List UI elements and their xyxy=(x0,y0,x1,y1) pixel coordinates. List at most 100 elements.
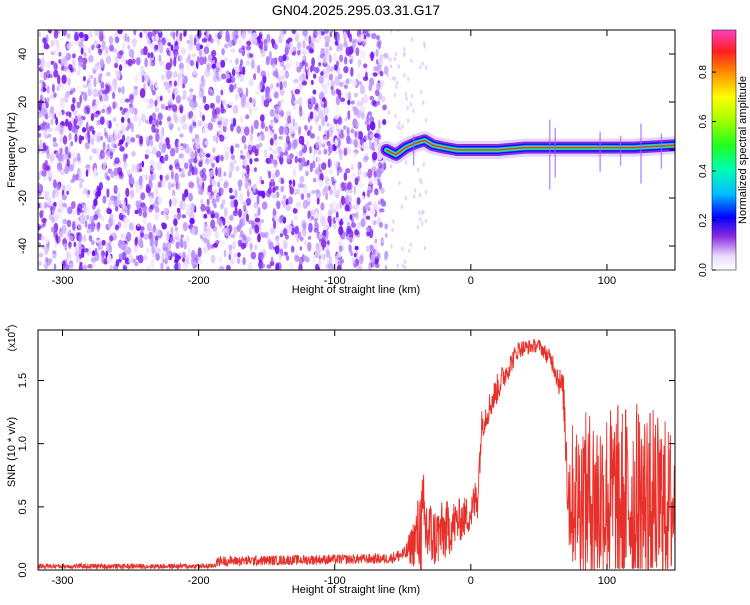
noise-speckle xyxy=(38,152,41,158)
noise-speckle xyxy=(268,170,272,179)
noise-speckle xyxy=(249,194,254,202)
noise-speckle xyxy=(170,170,174,180)
noise-speckle xyxy=(147,52,151,59)
noise-speckle xyxy=(53,69,59,78)
noise-speckle xyxy=(203,46,210,55)
noise-speckle xyxy=(162,157,166,164)
noise-speckle xyxy=(273,214,278,222)
noise-speckle xyxy=(200,199,204,205)
noise-speckle xyxy=(188,125,193,133)
noise-speckle xyxy=(79,94,83,104)
noise-speckle xyxy=(151,112,157,121)
noise-speckle xyxy=(389,30,393,33)
noise-speckle xyxy=(95,191,99,200)
noise-speckle xyxy=(158,30,162,33)
noise-speckle xyxy=(389,64,393,69)
noise-speckle xyxy=(220,59,226,68)
noise-speckle xyxy=(50,118,54,126)
noise-speckle xyxy=(407,76,410,82)
noise-speckle xyxy=(421,61,424,66)
noise-speckle xyxy=(293,215,298,221)
noise-speckle xyxy=(80,63,85,68)
noise-speckle xyxy=(327,158,331,169)
noise-speckle xyxy=(185,235,190,244)
noise-speckle xyxy=(241,32,246,40)
noise-speckle xyxy=(182,89,187,97)
noise-speckle xyxy=(367,168,373,179)
noise-speckle xyxy=(391,76,394,81)
noise-speckle xyxy=(245,45,251,51)
noise-speckle xyxy=(370,51,374,62)
noise-speckle xyxy=(360,218,366,228)
noise-speckle xyxy=(207,185,213,193)
noise-speckle xyxy=(131,164,137,173)
noise-speckle xyxy=(216,113,220,120)
noise-speckle xyxy=(139,226,145,231)
noise-speckle xyxy=(347,99,351,106)
noise-speckle xyxy=(230,123,234,132)
noise-speckle xyxy=(87,190,90,195)
noise-speckle xyxy=(291,30,297,35)
noise-speckle xyxy=(228,171,233,179)
noise-speckle xyxy=(53,61,57,70)
noise-speckle xyxy=(145,185,151,194)
noise-speckle xyxy=(349,237,353,243)
snr-x-tick-label: -300 xyxy=(51,575,73,587)
noise-speckle xyxy=(74,133,78,143)
noise-speckle xyxy=(228,101,234,106)
noise-speckle xyxy=(403,73,406,78)
noise-speckle xyxy=(346,225,352,235)
noise-speckle xyxy=(106,175,111,181)
noise-speckle xyxy=(56,85,60,92)
noise-speckle xyxy=(155,235,159,241)
noise-speckle xyxy=(69,90,74,95)
noise-speckle xyxy=(92,261,96,268)
noise-speckle xyxy=(271,63,277,69)
noise-speckle xyxy=(223,181,229,188)
noise-speckle xyxy=(404,91,407,97)
noise-speckle xyxy=(321,117,326,127)
noise-speckle xyxy=(97,65,102,71)
noise-speckle xyxy=(416,167,420,173)
noise-speckle xyxy=(119,106,123,111)
noise-speckle xyxy=(362,85,366,94)
noise-speckle xyxy=(154,99,158,107)
noise-speckle xyxy=(64,165,70,175)
noise-speckle xyxy=(247,262,253,270)
snr-x-tick-label: 100 xyxy=(598,575,616,587)
noise-speckle xyxy=(110,195,116,201)
noise-speckle xyxy=(161,74,165,82)
noise-speckle xyxy=(138,207,143,217)
noise-speckle xyxy=(77,114,82,122)
noise-speckle xyxy=(276,200,281,210)
noise-speckle xyxy=(91,250,96,257)
noise-speckle xyxy=(329,31,333,38)
noise-speckle xyxy=(53,48,59,56)
noise-speckle xyxy=(273,91,279,99)
noise-speckle xyxy=(205,40,211,48)
noise-speckle xyxy=(135,184,141,194)
noise-speckle xyxy=(42,121,47,126)
noise-speckle xyxy=(134,261,139,267)
noise-speckle xyxy=(366,123,371,132)
noise-speckle xyxy=(379,208,385,213)
noise-speckle xyxy=(335,203,341,210)
noise-speckle xyxy=(188,100,195,108)
noise-speckle xyxy=(60,98,65,109)
noise-speckle xyxy=(39,139,43,150)
noise-speckle xyxy=(401,263,404,269)
noise-speckle xyxy=(130,137,136,143)
noise-speckle xyxy=(271,193,278,199)
noise-speckle xyxy=(363,63,368,69)
noise-speckle xyxy=(100,135,103,141)
noise-speckle xyxy=(179,238,184,247)
noise-speckle xyxy=(201,151,206,157)
noise-speckle xyxy=(295,257,298,262)
snr-frame xyxy=(37,329,676,571)
noise-speckle xyxy=(285,146,289,155)
noise-speckle xyxy=(52,190,56,199)
noise-speckle xyxy=(395,80,399,86)
noise-speckle xyxy=(71,220,76,231)
noise-speckle xyxy=(178,145,184,150)
noise-speckle xyxy=(379,80,385,87)
